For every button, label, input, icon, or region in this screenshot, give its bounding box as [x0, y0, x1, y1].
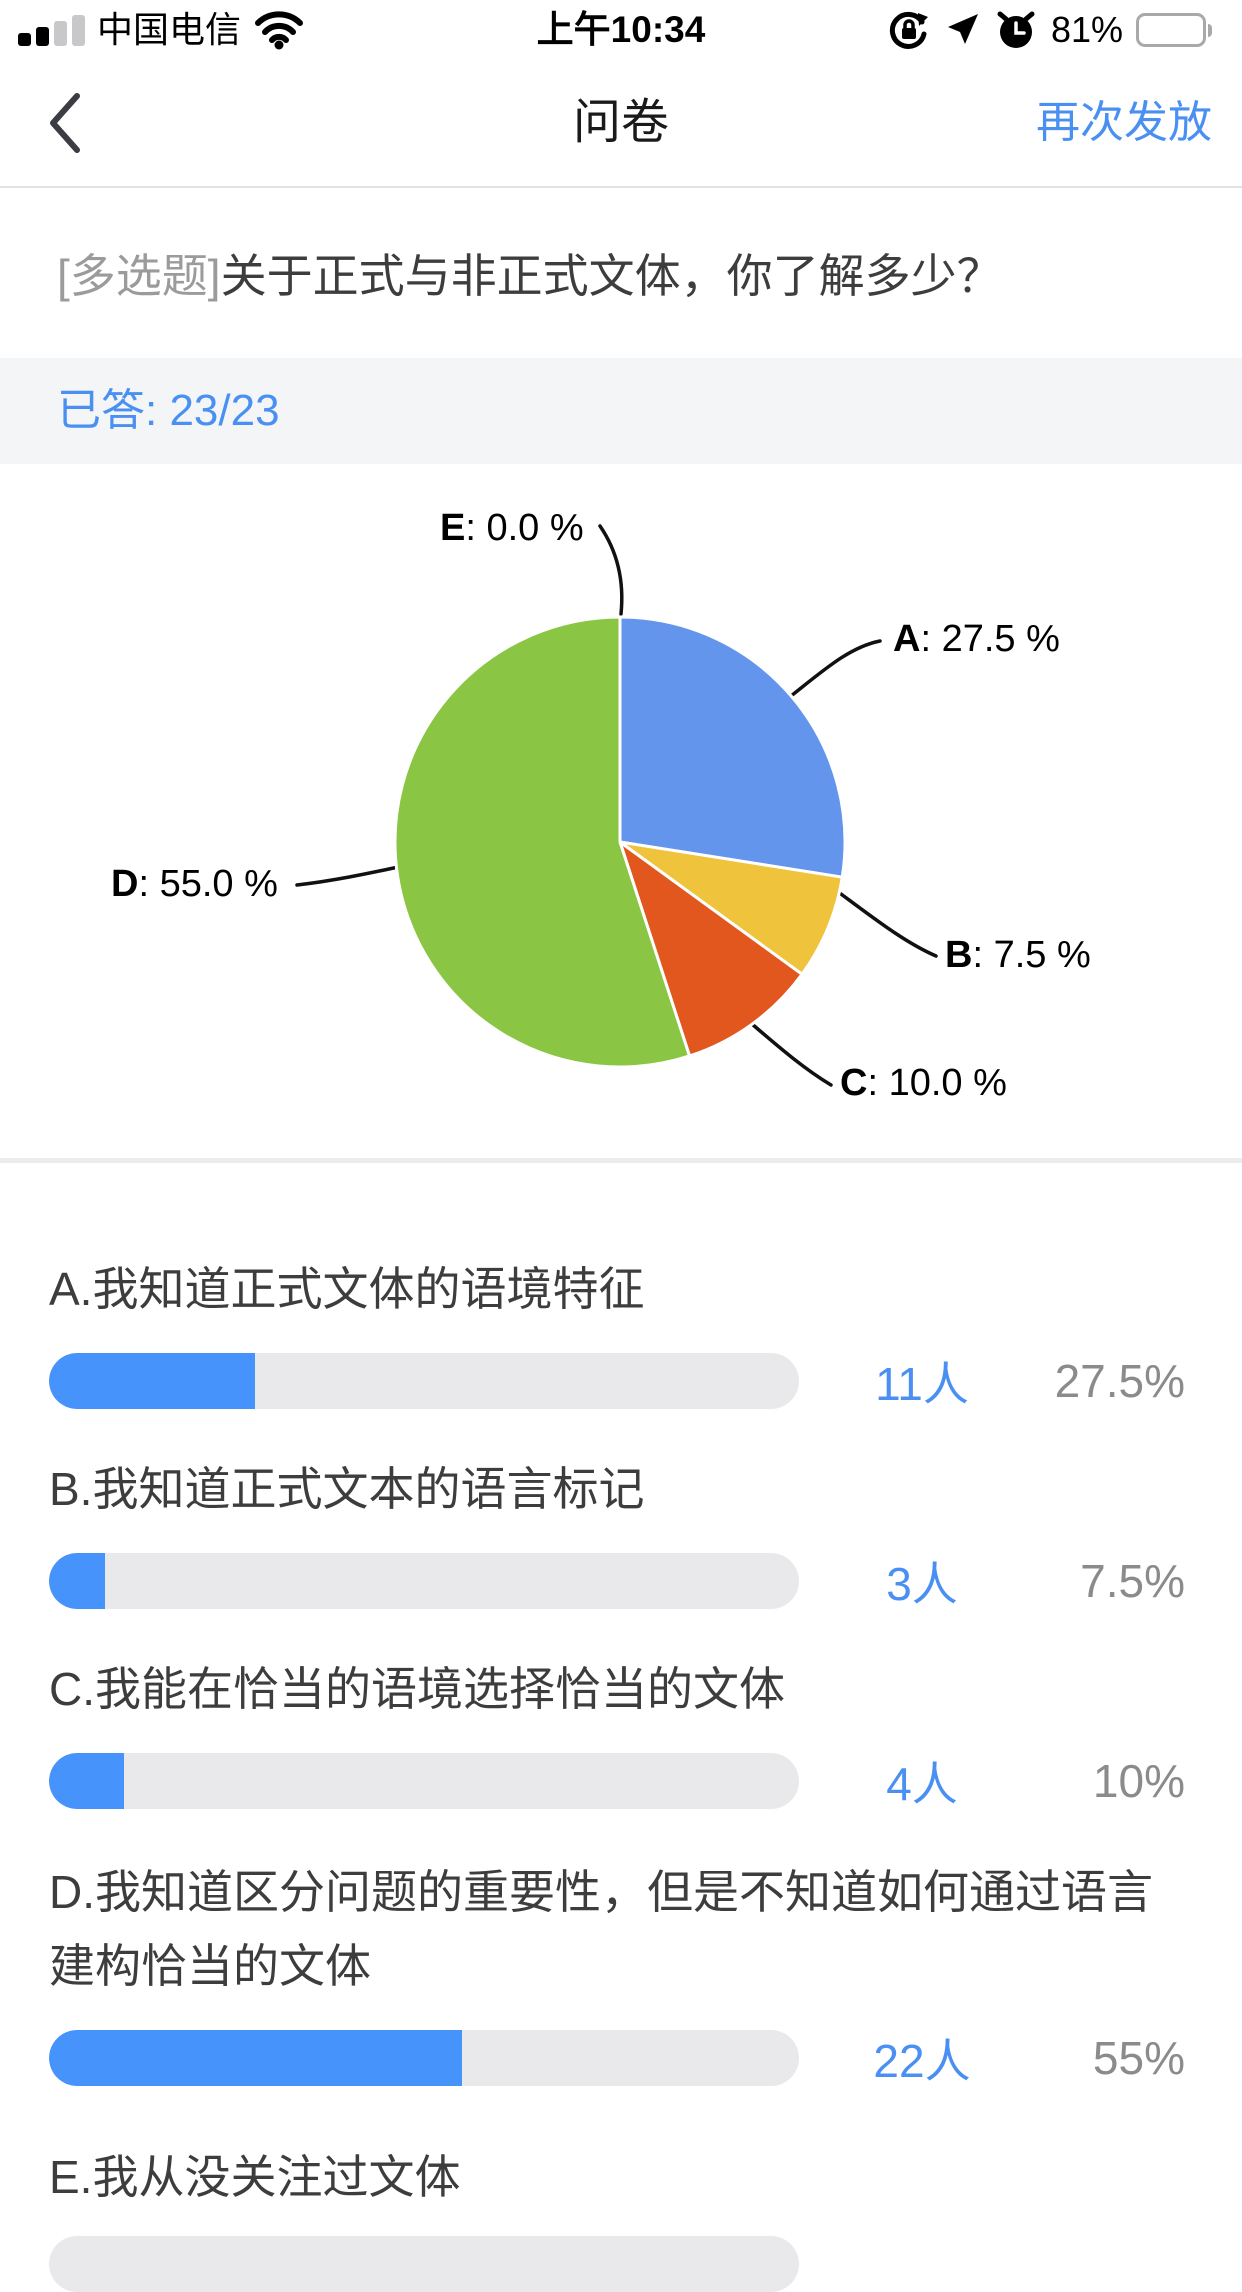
- option-percent: 10%: [1092, 1755, 1185, 1807]
- pie-callout-line-C: [750, 1022, 833, 1087]
- alarm-clock-icon: [997, 11, 1035, 48]
- option-count: 4人: [886, 1758, 958, 1810]
- option-progress-fill: [49, 1753, 124, 1809]
- section-divider: [0, 1158, 1242, 1163]
- pie-callout-line-D: [295, 864, 405, 887]
- battery-percent-label: 81%: [1050, 9, 1123, 50]
- pie-label-A: A: 27.5 %: [893, 618, 1060, 660]
- option-row-A: A.我知道正式文体的语境特征 11人 27.5%: [0, 1252, 1242, 1414]
- option-progress-track: [49, 2030, 799, 2086]
- pie-label-E: E: 0.0 %: [440, 507, 584, 549]
- option-row-D: D.我知道区分问题的重要性，但是不知道如何通过语言建构恰当的文体 22人 55%: [0, 1855, 1242, 2091]
- clock-time: 上午10:34: [536, 9, 706, 50]
- option-title: A.我知道正式文体的语境特征: [49, 1263, 645, 1315]
- option-progress-track: [49, 1753, 799, 1809]
- option-progress-track: [49, 2236, 799, 2292]
- option-title: D.我知道区分问题的重要性，但是不知道如何通过语言建构恰当的文体: [49, 1866, 1153, 1992]
- option-row-C: C.我能在恰当的语境选择恰当的文体 4人 10%: [0, 1652, 1242, 1814]
- pie-slice-C: [618, 840, 804, 1058]
- battery-icon: [1136, 13, 1212, 47]
- question-text: [多选题]关于正式与非正式文体，你了解多少？: [0, 188, 1242, 358]
- option-progress-track: [49, 1353, 799, 1409]
- option-count: 3人: [886, 1558, 958, 1610]
- pie-label-B: B: 7.5 %: [945, 934, 1091, 976]
- question-type-tag: [多选题]: [57, 250, 221, 302]
- option-title: C.我能在恰当的语境选择恰当的文体: [49, 1663, 785, 1715]
- option-row-E: E.我从没关注过文体: [0, 2140, 1242, 2292]
- pie-callout-line-A: [789, 639, 882, 698]
- pie-slice-D: [393, 615, 692, 1069]
- pie-slice-B: [618, 840, 844, 976]
- option-title: E.我从没关注过文体: [49, 2151, 461, 2203]
- page-title: 问卷: [572, 96, 669, 149]
- pie-callout-line-E: [598, 524, 624, 616]
- option-percent: 7.5%: [1080, 1555, 1185, 1607]
- location-icon: [947, 14, 978, 44]
- option-progress-track: [49, 1553, 799, 1609]
- option-title: B.我知道正式文本的语言标记: [49, 1463, 645, 1515]
- pie-label-C: C: 10.0 %: [840, 1062, 1007, 1104]
- pie-chart: [295, 524, 938, 1087]
- status-bar: 中国电信 上午10:34 81%: [0, 0, 1242, 60]
- answered-count-banner: 已答: 23/23: [0, 358, 1242, 464]
- wifi-icon: [255, 11, 304, 50]
- option-count: 22人: [873, 2035, 971, 2087]
- back-chevron-icon[interactable]: [45, 91, 85, 155]
- question-title: 关于正式与非正式文体，你了解多少？: [220, 250, 1003, 302]
- redistribute-button[interactable]: 再次发放: [1036, 98, 1212, 147]
- carrier-label: 中国电信: [97, 9, 242, 50]
- pie-slice-A: [618, 615, 847, 879]
- option-percent: 27.5%: [1054, 1355, 1185, 1407]
- option-progress-fill: [49, 2030, 462, 2086]
- option-count: 11人: [875, 1358, 969, 1410]
- pie-label-D: D: 55.0 %: [111, 863, 278, 905]
- option-row-B: B.我知道正式文本的语言标记 3人 7.5%: [0, 1452, 1242, 1614]
- cell-signal-icon: [18, 14, 85, 46]
- pie-chart-section: E: 0.0 % A: 27.5 % B: 7.5 % C: 10.0 % D:…: [0, 464, 1242, 1160]
- nav-bar: 问卷 再次发放: [0, 60, 1242, 188]
- option-percent: 55%: [1092, 2032, 1185, 2084]
- orientation-lock-icon: [889, 11, 928, 49]
- pie-callout-line-B: [839, 892, 938, 958]
- option-progress-fill: [49, 1553, 106, 1609]
- option-progress-fill: [49, 1353, 256, 1409]
